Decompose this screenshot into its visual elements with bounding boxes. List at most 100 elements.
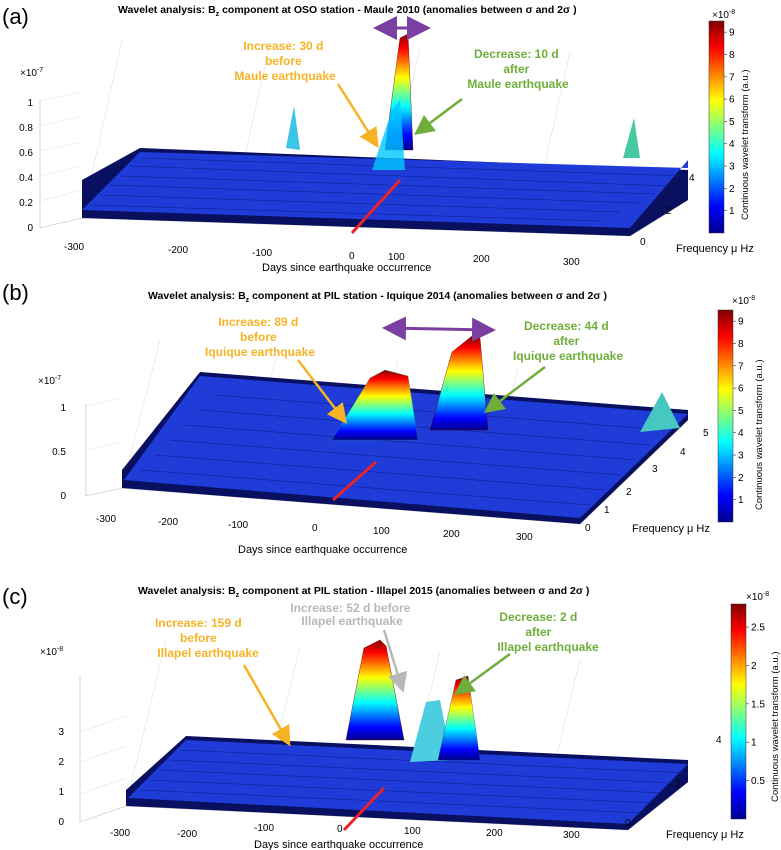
x-axis-label: Days since earthquake occurrence <box>254 839 423 850</box>
colorbar-tick: 5 <box>738 406 744 417</box>
x-tick: -200 <box>158 517 178 528</box>
z-exp: ×10-7 <box>20 67 43 79</box>
z-tick: 0.4 <box>19 173 33 184</box>
y-tick: 2 <box>675 779 681 790</box>
peak-right <box>437 675 481 761</box>
z-axis: ×10-8 0 1 2 3 <box>40 646 64 828</box>
increase-arrow <box>336 83 379 149</box>
colorbar-tick: 7 <box>738 361 744 372</box>
peak-main <box>429 335 489 431</box>
increase-annotation: Increase: 159 d before Illapel earthquak… <box>155 616 259 660</box>
panel-c: (c) Wavelet analysis: Bz component at PI… <box>2 584 781 850</box>
colorbar-label: Continuous wavelet transform (a.u.) <box>770 652 781 802</box>
x-tick: -300 <box>96 514 116 525</box>
colorbar-tick: 1 <box>751 738 757 749</box>
decrease-arrow <box>453 652 511 695</box>
earthquake-marker <box>350 178 402 235</box>
y-tick: 0 <box>625 818 631 829</box>
x-tick: 300 <box>516 532 533 543</box>
decrease-annotation: Decrease: 10 d after Maule earthquake <box>467 47 569 91</box>
z-tick: 1 <box>58 787 64 798</box>
increase-annotation: Increase: 30 d before Maule earthquake <box>234 39 336 83</box>
colorbar-tick: 8 <box>729 50 735 61</box>
x-tick: 0 <box>337 824 343 835</box>
colorbar-tick: 4 <box>729 139 735 150</box>
z-tick: 0 <box>60 491 66 502</box>
z-tick: 3 <box>58 727 64 738</box>
colorbar-exp: ×10-8 <box>732 295 755 307</box>
anomaly-window-arrow <box>382 316 496 342</box>
peak-right <box>623 118 640 158</box>
z-tick: 0.5 <box>52 447 66 458</box>
x-axis: -300 -200 -100 0 100 200 300 Days since … <box>110 823 580 850</box>
panel-label: (c) <box>2 584 28 609</box>
colorbar-tick: 2 <box>751 661 757 672</box>
y-axis: 0 1 2 3 4 5 Frequency μ Hz <box>585 428 710 535</box>
y-axis-label: Frequency μ Hz <box>676 243 754 255</box>
surface-ridge-lines <box>139 749 689 814</box>
z-tick: 0.8 <box>19 123 33 134</box>
z-axis: ×10-7 0 0.2 0.4 0.6 0.8 1 <box>19 67 43 234</box>
x-tick: -200 <box>177 829 197 840</box>
x-axis-label: Days since earthquake occurrence <box>262 262 431 274</box>
x-tick: -200 <box>168 245 188 256</box>
y-tick: 1 <box>604 505 610 516</box>
z-tick: 0 <box>58 817 64 828</box>
y-axis: 0 2 4 Frequency μ Hz <box>640 173 754 255</box>
decrease-annotation: Decrease: 44 d after Iquique earthquake <box>513 319 623 363</box>
colorbar-tick: 8 <box>738 339 744 350</box>
surface-ridges <box>124 376 688 518</box>
decrease-arrow <box>484 366 546 414</box>
colorbar-tick: 0.5 <box>751 776 765 787</box>
x-axis: -300 -200 -100 0 100 200 300 Days since … <box>96 514 533 556</box>
x-tick: 300 <box>563 830 580 841</box>
secondary-arrow <box>382 629 408 693</box>
x-tick: 100 <box>404 826 421 837</box>
colorbar-tick: 2 <box>738 473 744 484</box>
colorbar-tick: 3 <box>738 451 744 462</box>
panel-b: (b) Wavelet analysis: Bz component at PI… <box>2 280 765 556</box>
y-tick: 3 <box>652 464 658 475</box>
x-tick: -300 <box>64 242 84 253</box>
panel-a: (a) Wavelet analysis: Bz component at OS… <box>2 4 754 274</box>
earthquake-marker <box>342 786 386 832</box>
colorbar-tick: 9 <box>738 317 744 328</box>
colorbar-label: Continuous wavelet transform (a.u.) <box>740 70 751 220</box>
panel-label: (b) <box>2 280 29 305</box>
x-tick: 200 <box>486 828 503 839</box>
colorbar-tick: 6 <box>729 95 735 106</box>
z-tick: 2 <box>58 757 64 768</box>
y-axis-label: Frequency μ Hz <box>666 829 744 841</box>
x-axis-label: Days since earthquake occurrence <box>238 544 407 556</box>
x-tick: 200 <box>473 254 490 265</box>
y-axis-label: Frequency μ Hz <box>632 523 710 535</box>
colorbar-tick: 1 <box>729 206 735 217</box>
z-axis: ×10-7 0 0.5 1 <box>38 375 66 502</box>
colorbar-gradient <box>730 603 747 820</box>
colorbar-gradient <box>717 309 734 523</box>
surface-ridge-lines <box>89 157 686 222</box>
x-tick: 100 <box>388 252 405 263</box>
x-tick: -100 <box>228 520 248 531</box>
x-tick: 100 <box>373 526 390 537</box>
panel-label: (a) <box>2 4 29 29</box>
x-tick: -100 <box>252 248 272 259</box>
z-exp: ×10-8 <box>40 646 63 658</box>
colorbar-label: Continuous wavelet transform (a.u.) <box>754 360 765 510</box>
colorbar: ×10-8 1 2 3 4 5 6 7 8 9 Continuous wavelet trans… <box>717 295 765 523</box>
colorbar-tick: 1.5 <box>751 699 765 710</box>
peak-main-shadow <box>372 100 405 170</box>
increase-annotation: Increase: 89 d before Iquique earthquake <box>205 315 315 359</box>
x-tick: -100 <box>254 823 274 834</box>
y-tick: 5 <box>703 428 709 439</box>
decrease-annotation: Decrease: 2 d after Illapel earthquake <box>497 610 599 654</box>
colorbar-tick: 6 <box>738 384 744 395</box>
z-tick: 0.6 <box>19 148 33 159</box>
colorbar-gradient <box>708 20 725 234</box>
colorbar-tick: 3 <box>729 162 735 173</box>
y-tick: 2 <box>666 206 672 217</box>
x-tick: 0 <box>312 523 318 534</box>
colorbar-exp: ×10-8 <box>746 591 769 603</box>
secondary-annotation: Increase: 52 d before Illapel earthquake <box>290 601 413 628</box>
